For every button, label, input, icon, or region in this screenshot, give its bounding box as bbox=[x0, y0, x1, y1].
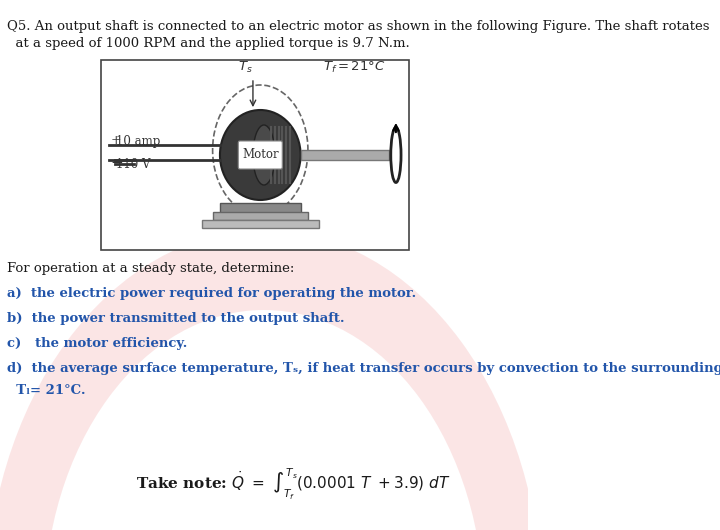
Text: 10 amp: 10 amp bbox=[116, 136, 161, 148]
Text: −: − bbox=[111, 156, 123, 170]
Text: b)  the power transmitted to the output shaft.: b) the power transmitted to the output s… bbox=[7, 312, 345, 325]
Text: +: + bbox=[111, 134, 122, 146]
Text: Take note: $\dot{Q}\ =\ \int_{T_f}^{T_s}(0.0001\ T\ +3.9)\ dT$: Take note: $\dot{Q}\ =\ \int_{T_f}^{T_s}… bbox=[135, 467, 450, 502]
Bar bbox=[220, 203, 300, 215]
Bar bbox=[300, 150, 389, 160]
Text: Motor: Motor bbox=[242, 148, 279, 162]
Text: $T_f = 21°C$: $T_f = 21°C$ bbox=[323, 60, 385, 75]
Text: $T_s$: $T_s$ bbox=[238, 60, 253, 75]
Bar bbox=[212, 212, 308, 220]
Text: a)  the electric power required for operating the motor.: a) the electric power required for opera… bbox=[7, 287, 417, 300]
Bar bbox=[102, 60, 409, 250]
Ellipse shape bbox=[253, 125, 275, 185]
Text: Tₗ= 21°C.: Tₗ= 21°C. bbox=[7, 384, 86, 397]
FancyBboxPatch shape bbox=[238, 141, 282, 169]
Text: c)   the motor efficiency.: c) the motor efficiency. bbox=[7, 337, 188, 350]
Wedge shape bbox=[0, 230, 543, 530]
Text: 110 V: 110 V bbox=[116, 158, 150, 172]
Text: at a speed of 1000 RPM and the applied torque is 9.7 N.m.: at a speed of 1000 RPM and the applied t… bbox=[7, 37, 410, 50]
Text: For operation at a steady state, determine:: For operation at a steady state, determi… bbox=[7, 262, 294, 275]
Ellipse shape bbox=[220, 110, 300, 200]
Text: Q5. An output shaft is connected to an electric motor as shown in the following : Q5. An output shaft is connected to an e… bbox=[7, 20, 710, 33]
Text: d)  the average surface temperature, Tₛ, if heat transfer occurs by convection t: d) the average surface temperature, Tₛ, … bbox=[7, 362, 720, 375]
Bar bbox=[202, 220, 319, 228]
